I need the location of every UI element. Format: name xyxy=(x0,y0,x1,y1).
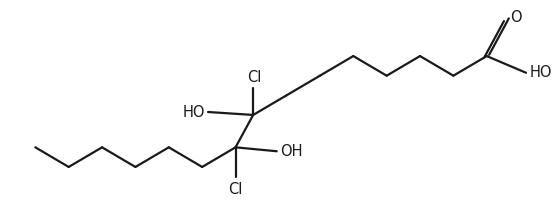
Text: Cl: Cl xyxy=(247,69,261,84)
Text: Cl: Cl xyxy=(228,182,243,197)
Text: OH: OH xyxy=(280,144,302,159)
Text: HO: HO xyxy=(183,105,205,119)
Text: HO: HO xyxy=(530,65,552,80)
Text: O: O xyxy=(510,10,522,25)
